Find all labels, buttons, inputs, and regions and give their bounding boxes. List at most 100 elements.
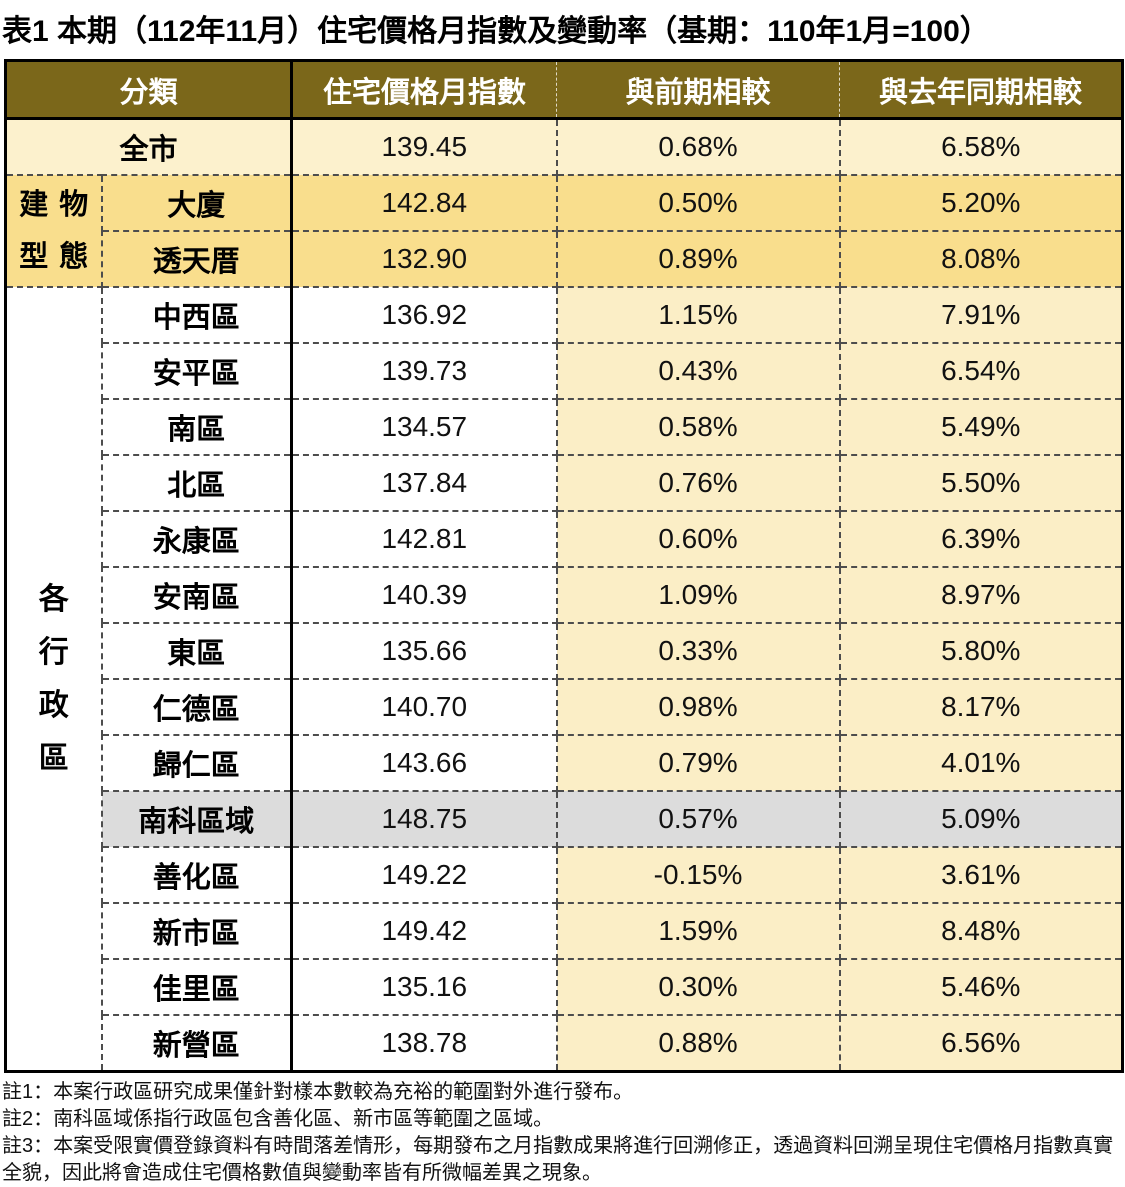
- row-label: 永康區: [100, 510, 293, 568]
- cell-index: 149.22: [290, 846, 558, 904]
- cell-yoy: 5.80%: [838, 622, 1124, 680]
- column-header-index: 住宅價格月指數: [290, 60, 557, 120]
- row-label: 南科區域: [100, 790, 293, 848]
- cell-yoy: 5.49%: [838, 398, 1124, 456]
- cell-index: 135.16: [290, 958, 558, 1016]
- cell-mom: 1.15%: [555, 286, 841, 344]
- cell-mom: 0.76%: [555, 454, 841, 512]
- cell-yoy: 4.01%: [838, 734, 1124, 792]
- row-label: 新營區: [100, 1014, 293, 1073]
- cell-mom: 0.30%: [555, 958, 841, 1016]
- cell-mom: 1.59%: [555, 902, 841, 960]
- cell-yoy: 6.58%: [838, 117, 1124, 176]
- row-label-city: 全市: [4, 117, 293, 176]
- cell-mom: 0.33%: [555, 622, 841, 680]
- table-row-district: 北區 137.84 0.76% 5.50%: [6, 454, 1124, 512]
- group-label-line: 型態: [19, 241, 100, 273]
- cell-index: 137.84: [290, 454, 558, 512]
- cell-index: 135.66: [290, 622, 558, 680]
- table-row-district: 新營區 138.78 0.88% 6.56%: [6, 1014, 1124, 1073]
- footnotes: 註1：本案行政區研究成果僅針對樣本數較為充裕的範圍對外進行發布。 註2：南科區域…: [2, 1079, 1123, 1187]
- cell-yoy: 5.50%: [838, 454, 1124, 512]
- cell-index: 134.57: [290, 398, 558, 456]
- cell-index: 143.66: [290, 734, 558, 792]
- cell-index: 142.81: [290, 510, 558, 568]
- row-label: 佳里區: [100, 958, 293, 1016]
- group-label-building-type: 建物 型態: [4, 174, 103, 288]
- cell-mom: 0.98%: [555, 678, 841, 736]
- cell-mom: 0.43%: [555, 342, 841, 400]
- cell-yoy: 6.54%: [838, 342, 1124, 400]
- row-label: 透天厝: [100, 230, 293, 288]
- cell-mom: 0.50%: [555, 174, 841, 232]
- cell-index: 142.84: [290, 174, 558, 232]
- cell-yoy: 5.09%: [838, 790, 1124, 848]
- table-row-district: 各 行 政 區 中西區 136.92 1.15% 7.91%: [4, 286, 1124, 1073]
- cell-mom: 0.68%: [555, 117, 841, 176]
- cell-yoy: 8.97%: [838, 566, 1124, 624]
- cell-index: 140.39: [290, 566, 558, 624]
- cell-mom: 0.60%: [555, 510, 841, 568]
- table-row-district: 善化區 149.22 -0.15% 3.61%: [6, 846, 1124, 904]
- vertical-label-char: 各: [38, 583, 69, 616]
- header-row: 分類 住宅價格月指數 與前期相較 與去年同期相較: [5, 60, 1123, 120]
- cell-index: 149.42: [290, 902, 558, 960]
- table-row-district: 安南區 140.39 1.09% 8.97%: [6, 566, 1124, 624]
- cell-mom: 0.88%: [555, 1014, 841, 1073]
- row-label: 北區: [100, 454, 293, 512]
- table-row-district: 安平區 139.73 0.43% 6.54%: [6, 342, 1124, 400]
- row-label: 南區: [100, 398, 293, 456]
- row-label: 中西區: [100, 286, 293, 344]
- cell-yoy: 8.08%: [838, 230, 1124, 288]
- cell-yoy: 6.39%: [838, 510, 1124, 568]
- cell-mom: 0.79%: [555, 734, 841, 792]
- cell-yoy: 5.20%: [838, 174, 1124, 232]
- footnote-2: 註2：南科區域係指行政區包含善化區、新市區等範圍之區域。: [2, 1108, 554, 1130]
- cell-mom: 0.58%: [555, 398, 841, 456]
- column-header-category: 分類: [5, 60, 292, 120]
- table-row-district: 佳里區 135.16 0.30% 5.46%: [6, 958, 1124, 1016]
- row-label: 大廈: [100, 174, 293, 232]
- vertical-label-char: 行: [38, 636, 69, 669]
- footnote-1: 註1：本案行政區研究成果僅針對樣本數較為充裕的範圍對外進行發布。: [2, 1081, 634, 1103]
- row-label: 安平區: [100, 342, 293, 400]
- vertical-label-char: 區: [38, 742, 69, 775]
- table-row-district: 南區 134.57 0.58% 5.49%: [6, 398, 1124, 456]
- vertical-label-char: 政: [38, 689, 69, 722]
- housing-price-index-table: 分類 住宅價格月指數 與前期相較 與去年同期相較 全市 139.45 0.68%…: [4, 59, 1125, 1073]
- cell-index: 138.78: [290, 1014, 558, 1073]
- table-row-district: 東區 135.66 0.33% 5.80%: [6, 622, 1124, 680]
- cell-index: 132.90: [290, 230, 558, 288]
- cell-mom: 0.89%: [555, 230, 841, 288]
- table-row-district: 永康區 142.81 0.60% 6.39%: [6, 510, 1124, 568]
- row-label: 善化區: [100, 846, 293, 904]
- cell-index: 148.75: [290, 790, 558, 848]
- cell-mom: 1.09%: [555, 566, 841, 624]
- table-row-city: 全市 139.45 0.68% 6.58%: [4, 117, 1124, 176]
- cell-index: 139.73: [290, 342, 558, 400]
- cell-mom: -0.15%: [555, 846, 841, 904]
- column-header-mom: 與前期相較: [556, 60, 840, 120]
- row-label: 安南區: [100, 566, 293, 624]
- page-title: 表1 本期（112年11月）住宅價格月指數及變動率（基期：110年1月=100）: [2, 15, 990, 48]
- row-label: 歸仁區: [100, 734, 293, 792]
- cell-yoy: 5.46%: [838, 958, 1124, 1016]
- row-label: 仁德區: [100, 678, 293, 736]
- cell-yoy: 3.61%: [838, 846, 1124, 904]
- cell-yoy: 8.17%: [838, 678, 1124, 736]
- table-row-district: 歸仁區 143.66 0.79% 4.01%: [6, 734, 1124, 792]
- table-row-district: 仁德區 140.70 0.98% 8.17%: [6, 678, 1124, 736]
- cell-mom: 0.57%: [555, 790, 841, 848]
- cell-yoy: 8.48%: [838, 902, 1124, 960]
- cell-index: 136.92: [290, 286, 558, 344]
- table-row-district-highlighted: 南科區域 148.75 0.57% 5.09%: [6, 790, 1124, 848]
- group-label-line: 建物: [19, 189, 100, 221]
- table-row-building: 透天厝 132.90 0.89% 8.08%: [6, 230, 1124, 288]
- footnote-3: 註3：本案受限實價登錄資料有時間落差情形，每期發布之月指數成果將進行回溯修正，透…: [2, 1135, 1114, 1184]
- column-header-yoy: 與去年同期相較: [839, 60, 1123, 120]
- cell-index: 139.45: [290, 117, 558, 176]
- group-label-districts: 各 行 政 區: [4, 286, 103, 1073]
- row-label: 東區: [100, 622, 293, 680]
- table-row-district: 新市區 149.42 1.59% 8.48%: [6, 902, 1124, 960]
- vertical-label: 各 行 政 區: [7, 288, 101, 1070]
